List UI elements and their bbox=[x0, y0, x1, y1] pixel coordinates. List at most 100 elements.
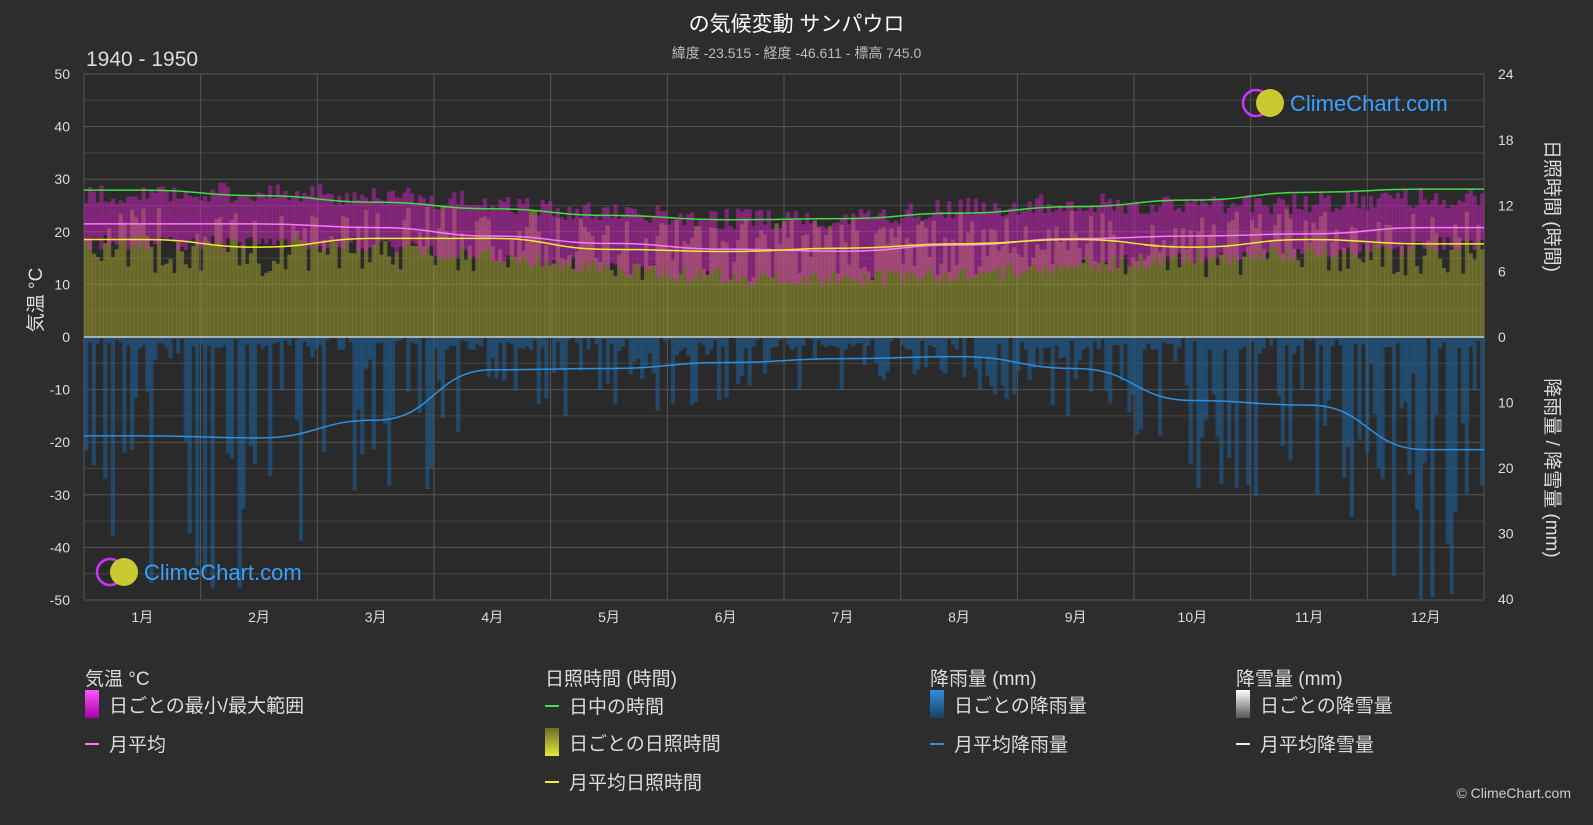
sunshine-daily-bar bbox=[1426, 240, 1431, 337]
sunshine-daily-bar bbox=[720, 240, 725, 337]
temp-range-bar bbox=[402, 192, 407, 249]
rain-daily-bar bbox=[996, 337, 1002, 344]
temp-range-bar bbox=[847, 224, 852, 277]
rain-daily-bar bbox=[1215, 337, 1220, 437]
sunshine-daily-bar bbox=[475, 221, 480, 337]
rain-daily-bar bbox=[1326, 337, 1331, 401]
temp-range-bar bbox=[613, 204, 618, 265]
temp-range-bar bbox=[736, 208, 741, 282]
temp-range-bar bbox=[1196, 205, 1201, 251]
y-right-mm-tick-label: 20 bbox=[1498, 460, 1514, 476]
rain-daily-bar bbox=[383, 337, 388, 425]
temp-range-bar bbox=[574, 208, 580, 271]
sunshine-daily-bar bbox=[1134, 261, 1140, 337]
rain-daily-bar bbox=[268, 337, 273, 476]
daylight-line bbox=[83, 188, 1484, 221]
temp-range-bar bbox=[84, 203, 89, 242]
sunshine-daily-bar bbox=[1384, 224, 1389, 337]
daylight-swatch bbox=[545, 704, 559, 707]
sunshine-daily-bar bbox=[1031, 257, 1036, 337]
temp-range-bar bbox=[647, 222, 653, 270]
legend-snow-title: 降雪量 (mm) bbox=[1236, 669, 1343, 690]
temp-range-bar bbox=[1154, 211, 1159, 256]
sunshine-daily-bar bbox=[118, 214, 123, 337]
sunshine-daily-bar bbox=[1330, 242, 1335, 337]
rain-daily-bar bbox=[828, 337, 833, 346]
temp-range-bar bbox=[156, 186, 162, 244]
legend-sunshine-title: 日照時間 (時間) bbox=[545, 669, 677, 690]
sunshine-daily-bar bbox=[1430, 217, 1435, 337]
temp-range-bar bbox=[816, 226, 821, 279]
rain-daily-bar bbox=[1042, 337, 1048, 349]
sunshine-daily-bar bbox=[1453, 224, 1458, 337]
sunshine-daily-bar bbox=[172, 272, 177, 337]
temp-range-bar bbox=[1414, 205, 1420, 242]
rain-daily-bar bbox=[314, 337, 319, 350]
rain-daily-bar bbox=[1269, 337, 1274, 346]
rain-daily-bar bbox=[252, 337, 258, 465]
temp-range-bar bbox=[970, 214, 975, 279]
sunshine-daily-bar bbox=[371, 244, 376, 337]
legend-temp-mean-label: 月平均 bbox=[109, 735, 167, 756]
sunshine-daily-bar bbox=[463, 259, 468, 337]
rain-daily-bar bbox=[640, 337, 645, 380]
temp-range-bar bbox=[1472, 195, 1477, 250]
sunshine-daily-bar bbox=[383, 240, 388, 337]
sunshine-mean-line bbox=[84, 237, 1484, 253]
temp-range-bar bbox=[632, 209, 637, 264]
sunshine-daily-bar bbox=[843, 242, 848, 337]
sunshine-daily-bar bbox=[1215, 265, 1220, 337]
sunshine-daily-bar bbox=[881, 227, 887, 337]
sunshine-daily-bar bbox=[1445, 272, 1450, 337]
temp-range-bar bbox=[996, 208, 1002, 269]
y-right-top-axis-title: 日照時間 (時間) bbox=[1541, 140, 1563, 272]
sunshine-daily-bar bbox=[248, 253, 254, 337]
sunshine-daily-bar bbox=[1008, 253, 1013, 337]
sunshine-daily-bar bbox=[805, 234, 810, 337]
watermark: ClimeChart.com bbox=[95, 557, 302, 587]
sunshine-daily-bar bbox=[114, 249, 119, 337]
temp-range-bar bbox=[1230, 203, 1236, 256]
rain-daily-bar bbox=[256, 337, 261, 345]
temp-range-bar bbox=[1234, 206, 1239, 261]
sunshine-daily-bar bbox=[1088, 215, 1094, 337]
rain-daily-bar bbox=[981, 337, 986, 357]
temp-range-bar bbox=[1111, 210, 1117, 257]
rain-daily-bar bbox=[348, 337, 353, 342]
rain-daily-bar bbox=[682, 337, 687, 348]
sunshine-daily-bar bbox=[340, 216, 346, 337]
temp-range-bar bbox=[870, 218, 875, 279]
rain-daily-bar bbox=[1161, 337, 1167, 343]
temp-range-bar bbox=[594, 215, 599, 266]
sunshine-daily-bar bbox=[237, 265, 242, 337]
sunshine-daily-bar bbox=[1142, 260, 1147, 337]
sunshine-daily-bar bbox=[697, 226, 702, 337]
temp-range-bar bbox=[785, 212, 791, 282]
sunshine-daily-bar bbox=[1119, 243, 1124, 337]
rain-daily-bar bbox=[440, 337, 445, 418]
rain-daily-bar bbox=[1434, 337, 1439, 415]
rain-daily-bar bbox=[824, 337, 829, 348]
rain-daily-bar bbox=[1027, 337, 1032, 380]
rain-daily-bar bbox=[736, 337, 741, 385]
rain-daily-bar bbox=[651, 337, 656, 374]
temp-range-bar bbox=[1303, 196, 1308, 252]
sunshine-daily-bar bbox=[302, 227, 307, 337]
sunshine-daily-bar bbox=[701, 268, 706, 337]
sunshine-daily-bar bbox=[743, 218, 748, 337]
sunshine-daily-bar bbox=[1077, 247, 1082, 337]
temp-range-bar bbox=[624, 207, 630, 278]
temp-range-bar bbox=[187, 195, 192, 243]
sunshine-daily-bar bbox=[920, 220, 925, 337]
sunshine-daily-bar bbox=[222, 248, 227, 337]
rain-daily-bar bbox=[1457, 337, 1462, 348]
sunshine-daily-bar bbox=[107, 228, 112, 337]
rain-daily-bar bbox=[1058, 337, 1063, 359]
sunshine-daily-bar bbox=[348, 252, 353, 337]
temp-range-bar bbox=[862, 213, 867, 274]
rain-daily-bar bbox=[1023, 337, 1028, 351]
sunshine-daily-bar bbox=[1265, 259, 1270, 337]
rain-daily-bar bbox=[985, 337, 990, 376]
temp-range-bar bbox=[1257, 198, 1262, 251]
sunshine-daily-bar bbox=[479, 217, 484, 337]
